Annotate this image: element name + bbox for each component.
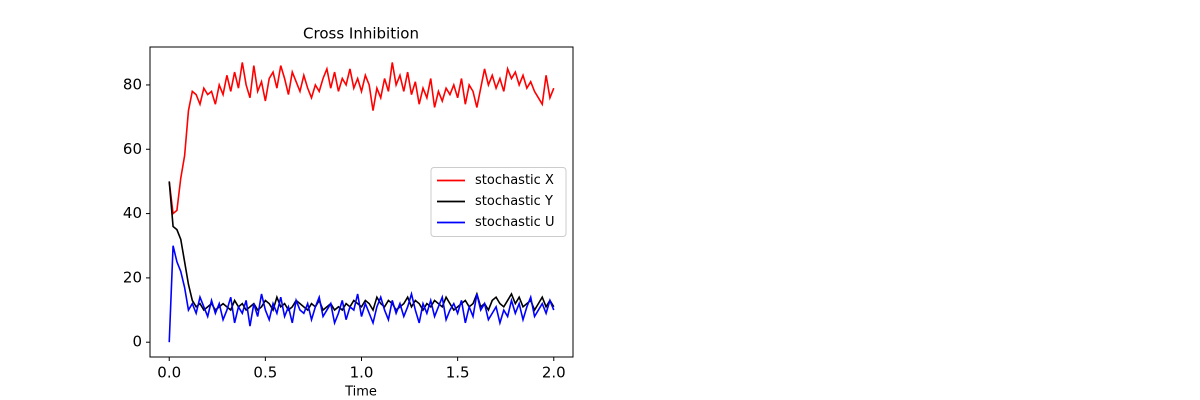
legend-label: stochastic X xyxy=(475,173,554,188)
x-axis-label: Time xyxy=(344,385,377,400)
chart-title: Cross Inhibition xyxy=(303,25,419,43)
x-tick-label: 0.0 xyxy=(157,364,181,382)
legend-label: stochastic U xyxy=(475,215,554,230)
y-tick-label: 60 xyxy=(123,140,142,158)
y-tick-label: 20 xyxy=(123,268,142,286)
legend-label: stochastic Y xyxy=(475,194,553,209)
x-tick-label: 1.0 xyxy=(350,364,374,382)
legend-box xyxy=(430,167,567,237)
plot-frame xyxy=(149,46,574,358)
y-tick-label: 40 xyxy=(123,204,142,222)
x-tick-label: 0.5 xyxy=(253,364,277,382)
y-tick-label: 0 xyxy=(132,333,142,351)
x-tick-label: 1.5 xyxy=(446,364,470,382)
y-tick-label: 80 xyxy=(123,75,142,93)
series-line xyxy=(168,62,555,216)
series-line xyxy=(168,181,555,313)
series-line xyxy=(168,245,555,343)
x-tick-label: 2.0 xyxy=(542,364,566,382)
